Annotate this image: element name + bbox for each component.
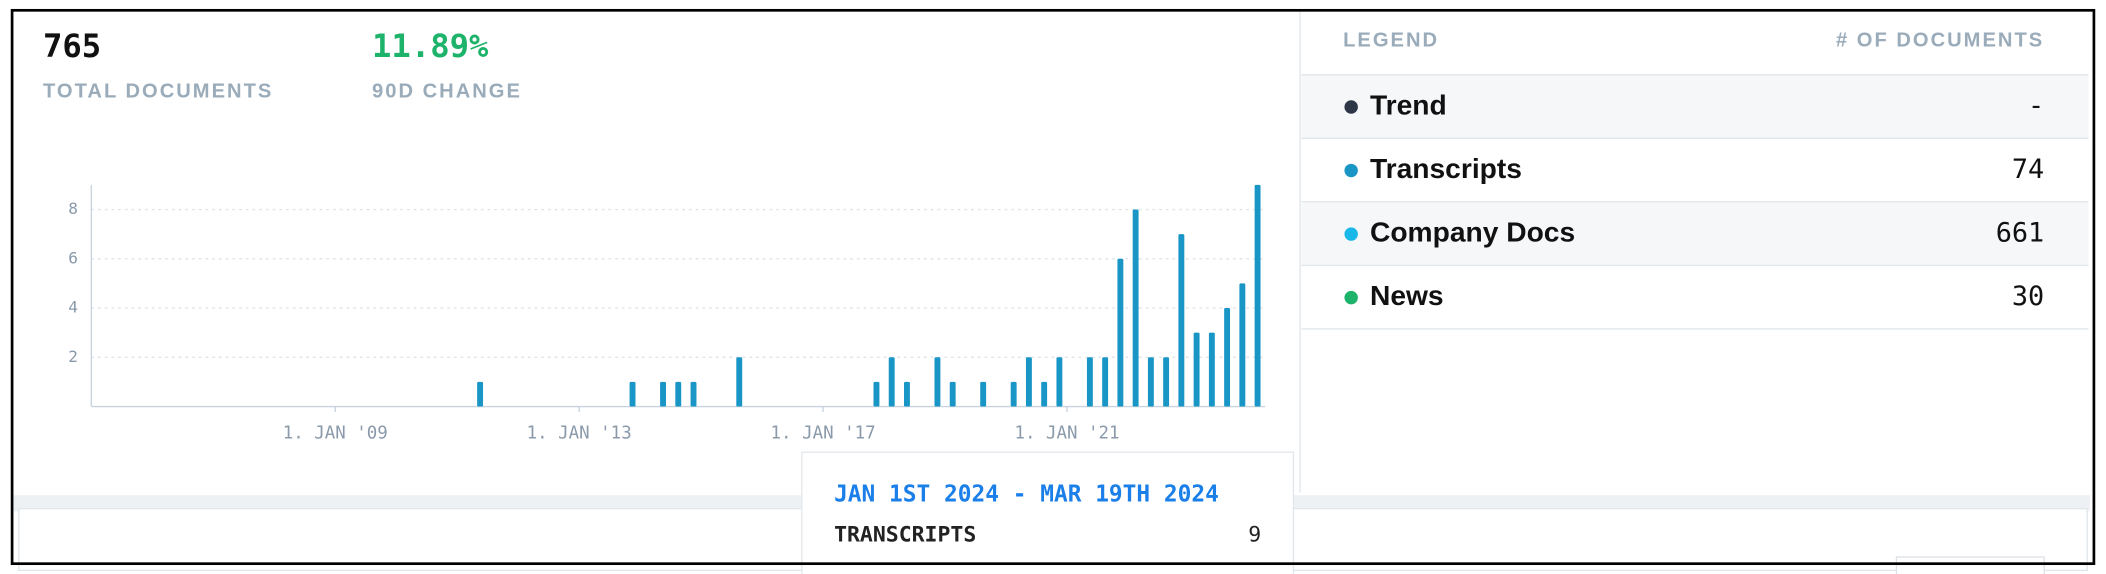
tooltip-label: TRANSCRIPTS: [834, 522, 976, 547]
bar: [1208, 332, 1215, 407]
x-tick-label: 1. JAN '17: [771, 423, 876, 443]
bar: [736, 357, 743, 407]
bar: [903, 381, 910, 407]
bar: [1117, 258, 1124, 407]
bar: [1102, 357, 1109, 407]
bar: [1193, 332, 1200, 407]
bar: [1163, 357, 1170, 407]
stat-label: 90D CHANGE: [372, 81, 522, 103]
tooltip-title: JAN 1ST 2024 - MAR 19TH 2024: [834, 482, 1219, 508]
bar: [1132, 209, 1139, 407]
legend-name: News: [1370, 279, 1444, 311]
bar: [690, 381, 697, 407]
legend-dot: [1344, 100, 1358, 114]
bar: [1147, 357, 1154, 407]
legend-count: 30: [2012, 281, 2044, 312]
legend-dot: [1344, 290, 1358, 305]
bar: [934, 357, 941, 407]
bar: [477, 381, 484, 407]
bar: [629, 381, 636, 407]
bar: [675, 381, 682, 407]
legend-header: # OF DOCUMENTS: [1836, 30, 2044, 52]
y-tick-label: 4: [68, 298, 78, 317]
bar: [980, 381, 987, 407]
x-tick-label: 1. JAN '09: [283, 423, 388, 443]
stat-label: TOTAL DOCUMENTS: [43, 81, 273, 103]
bar: [1056, 357, 1063, 407]
legend-name: Company Docs: [1370, 216, 1575, 248]
legend-table: LEGEND # OF DOCUMENTS Trend - Transcripts 7…: [1301, 30, 2089, 330]
frame: [10, 8, 2096, 566]
tooltip: JAN 1ST 2024 - MAR 19TH 2024 TRANSCRIPTS…: [801, 451, 1295, 574]
bar: [1178, 234, 1185, 407]
bar: [949, 381, 956, 407]
x-tick-label: 1. JAN '13: [527, 423, 632, 443]
legend-name: Transcripts: [1370, 152, 1522, 184]
legend-row: [1301, 201, 2089, 266]
y-tick-label: 2: [68, 347, 78, 366]
legend-header: LEGEND: [1343, 30, 1439, 52]
bar: [1025, 357, 1032, 407]
legend-row: [1301, 138, 2089, 202]
tooltip-box: [801, 451, 1295, 574]
legend-dot: [1344, 227, 1358, 241]
legend-row: [1301, 74, 2089, 139]
stat-change: 11.89%: [372, 27, 489, 65]
bar: [1041, 381, 1048, 407]
legend-count: 661: [1996, 218, 2045, 249]
y-tick-label: 8: [68, 199, 78, 218]
bar: [873, 381, 880, 407]
legend-count: -: [2028, 91, 2044, 122]
bar: [660, 381, 666, 407]
chart: 2 4 6 8 1. JAN '09 1. JAN '13 1. JAN '17 1. JAN…: [68, 184, 1266, 443]
bar: [1010, 381, 1017, 407]
bar: [1254, 184, 1261, 407]
card-button[interactable]: [1895, 556, 2045, 574]
stat-value: 765: [43, 27, 101, 65]
bar: [1086, 357, 1093, 407]
legend-dot: [1344, 163, 1358, 178]
tooltip-value: 9: [1248, 522, 1261, 547]
bar: [1239, 283, 1246, 407]
legend-name: Trend: [1370, 88, 1447, 120]
x-tick-label: 1. JAN '21: [1014, 423, 1119, 443]
y-tick-label: 6: [68, 248, 78, 267]
bar: [1224, 308, 1231, 407]
legend-count: 74: [2012, 154, 2044, 185]
legend-row: [1301, 265, 2089, 329]
bar: [888, 357, 895, 407]
